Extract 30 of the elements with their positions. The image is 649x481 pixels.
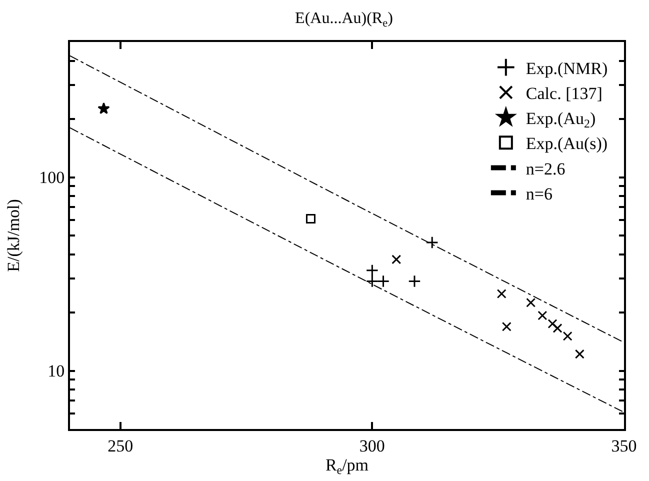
point <box>376 274 390 288</box>
y-tick-label: 10 <box>48 362 65 381</box>
point <box>526 298 536 308</box>
legend-label: n=2.6 <box>526 159 566 178</box>
x-tick-label: 350 <box>611 436 637 456</box>
x-axis-title: R$_{e}$/pm <box>325 455 369 477</box>
legend-label: n=6 <box>526 184 553 204</box>
point <box>426 236 438 249</box>
point <box>552 323 562 333</box>
point <box>548 318 558 328</box>
point <box>392 254 402 264</box>
point <box>562 331 572 341</box>
point <box>306 214 316 224</box>
legend-label: Exp.(Au(s)) <box>526 134 608 154</box>
point <box>98 102 110 114</box>
point <box>366 274 379 288</box>
point <box>538 310 548 320</box>
legend-label: Calc. [137] <box>526 84 602 104</box>
y-axis-title: E/(kJ/mol) <box>4 199 24 272</box>
point <box>366 264 379 277</box>
point <box>502 322 512 332</box>
legend-label: Exp.(Au$_{2}$) <box>526 109 596 131</box>
point <box>574 349 584 359</box>
point <box>408 274 421 288</box>
legend-label: Exp.(NMR) <box>526 58 608 78</box>
chart-title: E(Au...Au)(R$_{e}$) <box>295 10 393 30</box>
x-tick-label: 250 <box>108 436 134 456</box>
x-tick-label: 300 <box>359 436 385 456</box>
point <box>496 289 506 298</box>
y-tick-label: 100 <box>39 168 65 188</box>
